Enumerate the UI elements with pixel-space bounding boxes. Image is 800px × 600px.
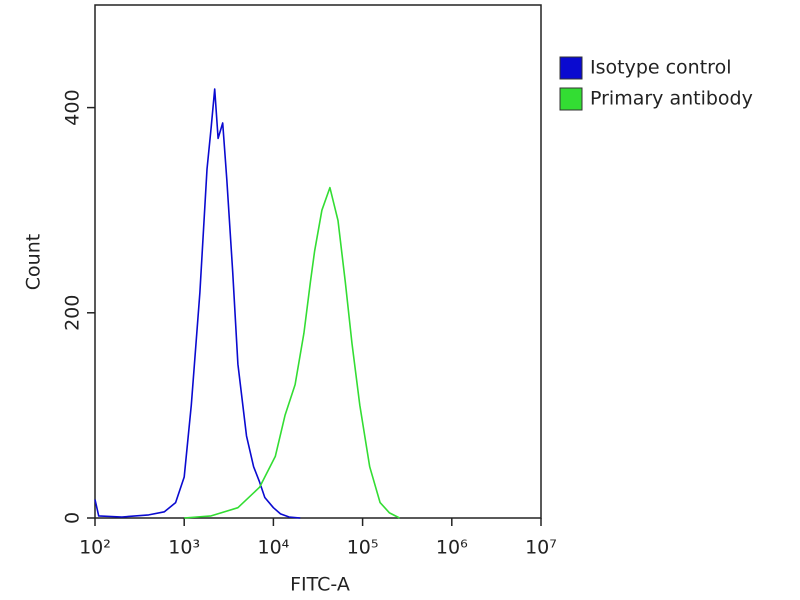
x-tick-label: 10²	[79, 537, 111, 559]
y-tick-label: 200	[62, 295, 84, 331]
legend-label: Primary antibody	[590, 88, 753, 110]
y-axis-label: Count	[23, 234, 45, 290]
legend-swatch	[559, 56, 583, 80]
x-tick-label: 10⁴	[258, 537, 290, 559]
y-tick-label: 0	[62, 512, 84, 524]
y-tick-label: 400	[62, 89, 84, 125]
x-axis-label: FITC-A	[290, 574, 350, 596]
legend-swatch	[559, 87, 583, 111]
legend-label: Isotype control	[590, 57, 731, 79]
x-tick-label: 10³	[168, 537, 200, 559]
histogram-line	[94, 88, 301, 519]
x-tick-label: 10⁷	[525, 537, 557, 559]
histogram-line	[184, 186, 400, 519]
x-tick-label: 10⁵	[347, 537, 379, 559]
x-tick-label: 10⁶	[436, 537, 468, 559]
plot-frame	[94, 4, 542, 519]
